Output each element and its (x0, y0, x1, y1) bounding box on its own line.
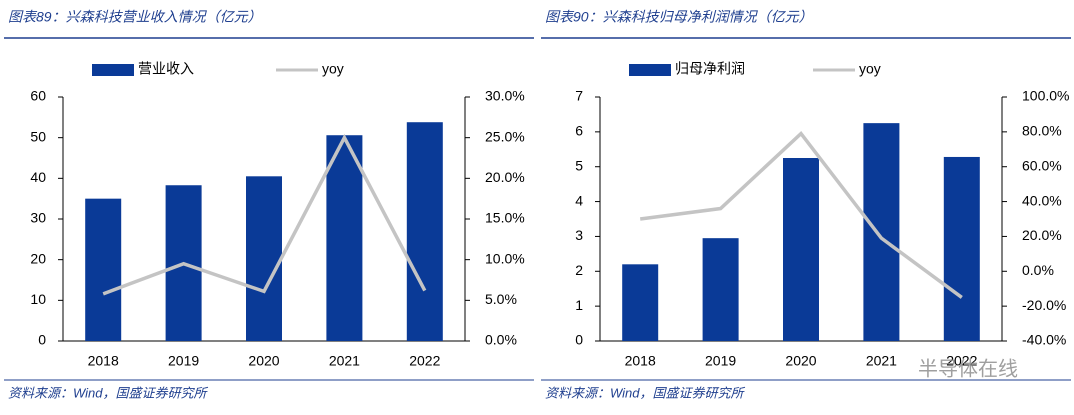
x-tick-label: 2022 (946, 353, 977, 369)
y-tick-label: 3 (575, 227, 583, 243)
source: 资料来源：Wind，国盛证券研究所 (8, 385, 209, 400)
source: 资料来源：Wind，国盛证券研究所 (545, 385, 746, 400)
y-tick-label: 20 (30, 250, 46, 266)
legend-label: yoy (859, 61, 881, 77)
y2-tick-label: 5.0% (485, 291, 517, 307)
x-tick-label: 2019 (705, 353, 736, 369)
bar (622, 264, 659, 341)
x-tick-label: 2018 (88, 353, 119, 369)
y2-tick-label: 30.0% (485, 88, 525, 104)
x-tick-label: 2021 (329, 353, 360, 369)
y-tick-label: 7 (575, 88, 583, 104)
y2-tick-label: -20.0% (1022, 297, 1066, 313)
bar (326, 135, 363, 341)
bar (406, 122, 443, 341)
bar (863, 123, 900, 342)
legend-swatch (629, 64, 671, 76)
y-tick-label: 5 (575, 157, 583, 173)
x-tick-label: 2020 (785, 353, 816, 369)
x-tick-label: 2019 (168, 353, 199, 369)
y-tick-label: 40 (30, 169, 46, 185)
y2-tick-label: 100.0% (1022, 88, 1069, 104)
x-tick-label: 2018 (625, 353, 656, 369)
y2-tick-label: 10.0% (485, 250, 525, 266)
legend-label: yoy (322, 61, 344, 77)
y-tick-label: 1 (575, 297, 583, 313)
y-tick-label: 0 (575, 332, 583, 348)
bar (85, 198, 122, 341)
legend-swatch (92, 64, 134, 76)
bar (783, 158, 819, 341)
y-tick-label: 6 (575, 123, 583, 139)
chart-title: 图表89：兴森科技营业收入情况（亿元） (8, 9, 262, 25)
y2-tick-label: 20.0% (485, 169, 525, 185)
y-tick-label: 0 (38, 332, 46, 348)
chart-panel: 图表89：兴森科技营业收入情况（亿元） 资料来源：Wind，国盛证券研究所 0 10 2… (4, 9, 534, 400)
bar (702, 238, 739, 341)
y-tick-label: 30 (30, 210, 46, 226)
yoy-line (102, 133, 427, 296)
y2-tick-label: 40.0% (1022, 192, 1062, 208)
y2-tick-label: 20.0% (1022, 227, 1062, 243)
y2-tick-label: -40.0% (1022, 332, 1066, 348)
y2-tick-label: 0.0% (1022, 262, 1054, 278)
y2-tick-label: 25.0% (485, 128, 525, 144)
yoy-line (639, 131, 963, 299)
x-tick-label: 2020 (248, 353, 279, 369)
chart-panel: 图表90：兴森科技归母净利润情况（亿元） 资料来源：Wind，国盛证券研究所 0 1 2… (541, 9, 1071, 400)
watermark: 半导体在线 (918, 357, 1018, 380)
y2-tick-label: 80.0% (1022, 123, 1062, 139)
x-tick-label: 2022 (409, 353, 440, 369)
y-tick-label: 10 (30, 291, 46, 307)
y-tick-label: 2 (575, 262, 583, 278)
bar (246, 176, 282, 341)
bar (943, 156, 980, 341)
y-tick-label: 4 (575, 192, 583, 208)
y2-tick-label: 60.0% (1022, 157, 1062, 173)
y-tick-label: 50 (30, 128, 46, 144)
legend-label: 归母净利润 (675, 61, 745, 77)
y-tick-label: 60 (30, 88, 46, 104)
y2-tick-label: 0.0% (485, 332, 517, 348)
y2-tick-label: 15.0% (485, 210, 525, 226)
chart-title: 图表90：兴森科技归母净利润情况（亿元） (545, 9, 813, 25)
x-tick-label: 2021 (866, 353, 897, 369)
legend-label: 营业收入 (138, 61, 194, 77)
